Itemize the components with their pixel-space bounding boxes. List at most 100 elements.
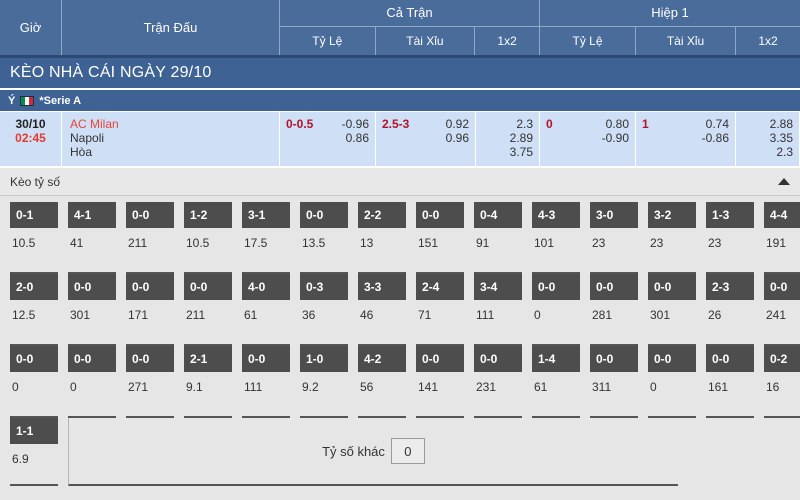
score-cell[interactable]: 0-3 36 (300, 274, 348, 346)
score-button[interactable]: 2-4 (416, 274, 464, 300)
score-cell[interactable]: 0-0 211 (184, 274, 232, 346)
score-cell[interactable]: 2-2 13 (358, 202, 406, 274)
score-button[interactable]: 3-2 (648, 202, 696, 228)
other-score-input[interactable]: 0 (390, 438, 425, 464)
score-cell[interactable]: 0-0 151 (416, 202, 464, 274)
score-button[interactable]: 1-1 (10, 418, 58, 444)
score-button[interactable]: 1-3 (706, 202, 754, 228)
score-cell[interactable]: 4-1 41 (68, 202, 116, 274)
fulltime-under-odd[interactable]: 0.96 (445, 131, 469, 145)
score-button[interactable]: 0-0 (764, 274, 800, 300)
score-cell[interactable]: 0-0 0 (648, 346, 696, 418)
fulltime-over-odd[interactable]: 0.92 (445, 117, 469, 131)
score-cell[interactable]: 4-3 101 (532, 202, 580, 274)
correct-score-section-header[interactable]: Kèo tỷ số (0, 168, 800, 196)
score-button[interactable]: 0-4 (474, 202, 522, 228)
score-button[interactable]: 3-3 (358, 274, 406, 300)
score-cell[interactable]: 0-0 271 (126, 346, 174, 418)
score-button[interactable]: 0-0 (590, 274, 638, 300)
score-button[interactable]: 0-0 (68, 274, 116, 300)
score-button[interactable]: 4-2 (358, 346, 406, 372)
score-button[interactable]: 0-0 (648, 274, 696, 300)
score-button[interactable]: 0-1 (10, 202, 58, 228)
score-button[interactable]: 0-0 (126, 346, 174, 372)
score-cell[interactable]: 2-4 71 (416, 274, 464, 346)
match-row[interactable]: 30/10 02:45 AC Milan Napoli Hòa 0-0.5 -0… (0, 112, 800, 168)
score-button[interactable]: 0-0 (68, 346, 116, 372)
firsthalf-overunder-cell[interactable]: 1 0.74 -0.86 (636, 112, 736, 166)
score-cell[interactable]: 0-0 141 (416, 346, 464, 418)
score-button[interactable]: 0-0 (474, 346, 522, 372)
fulltime-handicap-cell[interactable]: 0-0.5 -0.96 0.86 (280, 112, 376, 166)
score-cell[interactable]: 3-0 23 (590, 202, 638, 274)
score-button[interactable]: 0-0 (242, 346, 290, 372)
score-cell[interactable]: 4-0 61 (242, 274, 290, 346)
score-cell[interactable]: 0-0 171 (126, 274, 174, 346)
score-cell[interactable]: 0-0 0 (68, 346, 116, 418)
score-button[interactable]: 0-3 (300, 274, 348, 300)
score-button[interactable]: 3-0 (590, 202, 638, 228)
score-cell[interactable]: 1-0 9.2 (300, 346, 348, 418)
score-button[interactable]: 0-0 (126, 274, 174, 300)
score-button[interactable]: 0-0 (590, 346, 638, 372)
fulltime-1x2-draw[interactable]: 3.75 (509, 145, 533, 159)
score-button[interactable]: 1-2 (184, 202, 232, 228)
score-button[interactable]: 2-2 (358, 202, 406, 228)
score-cell[interactable]: 4-4 191 (764, 202, 800, 274)
score-cell[interactable]: 0-0 0 (532, 274, 580, 346)
home-team-name[interactable]: AC Milan (70, 117, 119, 131)
firsthalf-1x2-home[interactable]: 2.88 (769, 117, 793, 131)
score-button[interactable]: 0-2 (764, 346, 800, 372)
score-button[interactable]: 1-0 (300, 346, 348, 372)
score-cell[interactable]: 1-4 61 (532, 346, 580, 418)
score-button[interactable]: 1-4 (532, 346, 580, 372)
score-cell[interactable]: 0-0 111 (242, 346, 290, 418)
fulltime-handicap-home-odd[interactable]: -0.96 (341, 117, 369, 131)
score-button[interactable]: 3-1 (242, 202, 290, 228)
score-button[interactable]: 0-0 (648, 346, 696, 372)
score-button[interactable]: 0-0 (416, 346, 464, 372)
score-button[interactable]: 0-0 (532, 274, 580, 300)
score-cell[interactable]: 0-0 0 (10, 346, 58, 418)
score-cell[interactable]: 0-0 301 (648, 274, 696, 346)
score-cell[interactable]: 3-1 17.5 (242, 202, 290, 274)
score-cell[interactable]: 1-2 10.5 (184, 202, 232, 274)
score-button[interactable]: 0-0 (300, 202, 348, 228)
score-button[interactable]: 0-0 (184, 274, 232, 300)
fulltime-handicap-away-odd[interactable]: 0.86 (345, 131, 369, 145)
score-cell[interactable]: 1-3 23 (706, 202, 754, 274)
firsthalf-over-odd[interactable]: 0.74 (705, 117, 729, 131)
score-button[interactable]: 2-3 (706, 274, 754, 300)
score-cell[interactable]: 1-1 6.9 (10, 418, 58, 486)
score-button[interactable]: 0-0 (126, 202, 174, 228)
score-cell[interactable]: 3-4 111 (474, 274, 522, 346)
score-button[interactable]: 2-0 (10, 274, 58, 300)
score-cell[interactable]: 0-2 16 (764, 346, 800, 418)
fulltime-overunder-cell[interactable]: 2.5-3 0.92 0.96 (376, 112, 476, 166)
score-cell[interactable]: 3-3 46 (358, 274, 406, 346)
score-button[interactable]: 4-3 (532, 202, 580, 228)
score-cell[interactable]: 0-0 241 (764, 274, 800, 346)
score-cell[interactable]: 0-0 211 (126, 202, 174, 274)
score-cell[interactable]: 2-3 26 (706, 274, 754, 346)
score-cell[interactable]: 0-0 231 (474, 346, 522, 418)
firsthalf-1x2-cell[interactable]: 2.88 3.35 2.3 (736, 112, 800, 166)
score-button[interactable]: 4-0 (242, 274, 290, 300)
score-cell[interactable]: 0-1 10.5 (10, 202, 58, 274)
score-cell[interactable]: 0-0 13.5 (300, 202, 348, 274)
score-cell[interactable]: 2-0 12.5 (10, 274, 58, 346)
score-cell[interactable]: 0-0 311 (590, 346, 638, 418)
away-team-name[interactable]: Napoli (70, 131, 105, 145)
score-cell[interactable]: 0-0 281 (590, 274, 638, 346)
fulltime-1x2-away[interactable]: 2.89 (509, 131, 533, 145)
firsthalf-handicap-home-odd[interactable]: 0.80 (605, 117, 629, 131)
fulltime-1x2-home[interactable]: 2.3 (516, 117, 533, 131)
firsthalf-under-odd[interactable]: -0.86 (701, 131, 729, 145)
score-cell[interactable]: 0-0 301 (68, 274, 116, 346)
fulltime-1x2-cell[interactable]: 2.3 2.89 3.75 (476, 112, 540, 166)
firsthalf-handicap-away-odd[interactable]: -0.90 (601, 131, 629, 145)
score-button[interactable]: 2-1 (184, 346, 232, 372)
score-cell[interactable]: 3-2 23 (648, 202, 696, 274)
score-button[interactable]: 0-0 (416, 202, 464, 228)
caret-up-icon[interactable] (778, 178, 790, 185)
